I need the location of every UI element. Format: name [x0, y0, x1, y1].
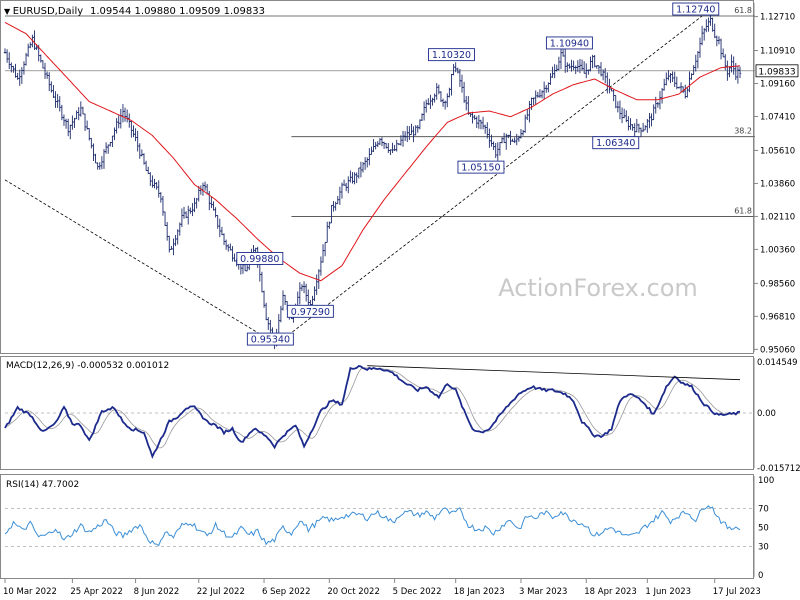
price-annotation-label: 1.05150	[461, 163, 500, 174]
macd-tick-label: -0.015712	[757, 464, 800, 474]
macd-tick-label: 0.014549	[757, 358, 798, 368]
price-tick-label: 1.09160	[760, 80, 795, 90]
price-annotation-label: 0.95340	[251, 335, 290, 346]
macd-tick-label: 0.00	[757, 409, 776, 419]
price-annotation-box	[286, 304, 334, 318]
price-annotations: 1.12740 1.10940 1.10320 1.06340 1.05150 0.998…	[236, 2, 720, 346]
price-annotation-label: 0.97290	[291, 307, 330, 318]
current-price-box	[755, 64, 799, 78]
rsi-y-axis: 100 70 50 30 0	[753, 476, 774, 581]
price-annotation-label: 1.12740	[676, 5, 715, 16]
x-tick-label: 5 Dec 2022	[393, 587, 442, 597]
x-tick-label: 8 Jun 2022	[134, 587, 180, 597]
rsi-tick-label: 50	[758, 524, 769, 534]
rsi-label: RSI(14) 47.7002	[6, 480, 79, 490]
x-tick-label: 18 Jan 2023	[454, 587, 505, 597]
price-moving-average	[4, 21, 741, 282]
macd-line	[4, 365, 741, 459]
x-tick-label: 18 Apr 2023	[584, 587, 637, 597]
x-tick-label: 20 Oct 2022	[327, 587, 380, 597]
trendline	[4, 179, 277, 345]
rsi-panel-frame	[0, 474, 754, 579]
macd-y-axis: 0.014549 0.00 -0.015712	[753, 358, 800, 474]
x-tick-label: 6 Sep 2022	[262, 587, 310, 597]
price-annotation-label: 0.99880	[240, 254, 279, 265]
price-y-axis: 1.12710 1.10910 1.09160 1.07410 1.05610 1.038…	[753, 3, 799, 355]
price-annotation-box	[592, 136, 640, 150]
price-annotation-box	[545, 36, 593, 50]
header-symbol-text: EURUSD,Daily	[13, 6, 84, 17]
x-tick-label: 22 Jul 2022	[197, 587, 245, 597]
price-tick-label: 0.95060	[760, 345, 795, 355]
price-tick-label: 1.00360	[760, 245, 795, 255]
x-tick-label: 1 Jun 2023	[645, 587, 691, 597]
fib-level-label: 61.8	[734, 206, 752, 215]
x-tick-label: 10 Mar 2022	[3, 587, 57, 597]
macd-signal-line	[4, 367, 741, 449]
rsi-tick-label: 100	[758, 476, 774, 486]
price-trendlines	[4, 15, 703, 345]
x-tick-label: 3 Mar 2023	[519, 587, 567, 597]
header-symbol: ▼ EURUSD,Daily	[4, 6, 83, 17]
x-tick-label: 17 Jul 2023	[713, 587, 761, 597]
price-annotation-label: 1.10320	[432, 50, 471, 61]
x-axis: 10 Mar 2022 25 Apr 2022 8 Jun 2022 22 Jul 2…	[3, 579, 761, 597]
price-tick-label: 1.05610	[760, 146, 795, 156]
price-annotation-box	[672, 2, 720, 16]
price-tick-label: 1.03860	[760, 179, 795, 189]
rsi-line	[4, 505, 741, 547]
macd-divergence-line	[367, 365, 741, 381]
price-candles	[3, 14, 742, 350]
price-tick-label: 0.98560	[760, 279, 795, 289]
rsi-tick-label: 0	[758, 571, 763, 581]
price-annotation-box	[428, 48, 475, 62]
rsi-tick-label: 30	[758, 543, 769, 553]
header-arrow-icon: ▼	[4, 7, 13, 16]
price-annotation-label: 1.10940	[550, 38, 589, 49]
fib-level-label: 61.8	[734, 6, 752, 15]
price-tick-label: 0.96810	[760, 312, 795, 322]
macd-series	[4, 365, 754, 459]
rsi-tick-label: 70	[758, 505, 769, 515]
price-tick-label: 1.10910	[760, 47, 795, 57]
price-annotation-box	[236, 252, 284, 265]
price-annotation-label: 1.06340	[596, 138, 635, 149]
moving-average-line	[4, 21, 741, 282]
price-annotation-box	[246, 332, 294, 346]
current-price-label: 1.09833	[758, 67, 795, 77]
price-tick-label: 1.02110	[760, 212, 795, 222]
trendline	[276, 15, 703, 345]
rsi-series	[4, 505, 754, 547]
price-tick-label: 1.07410	[760, 113, 795, 123]
fib-level-label: 38.2	[734, 127, 752, 136]
watermark: ActionForex.com	[498, 274, 698, 302]
price-fib-levels: 61.8 38.2 61.8	[5, 6, 755, 217]
header-ohlc: 1.09544 1.09880 1.09509 1.09833	[90, 6, 265, 17]
price-tick-label: 1.12710	[760, 13, 795, 23]
price-annotation-box	[457, 160, 505, 174]
macd-label: MACD(12,26,9) -0.000532 0.001012	[6, 361, 169, 371]
x-tick-label: 25 Apr 2022	[70, 587, 123, 597]
